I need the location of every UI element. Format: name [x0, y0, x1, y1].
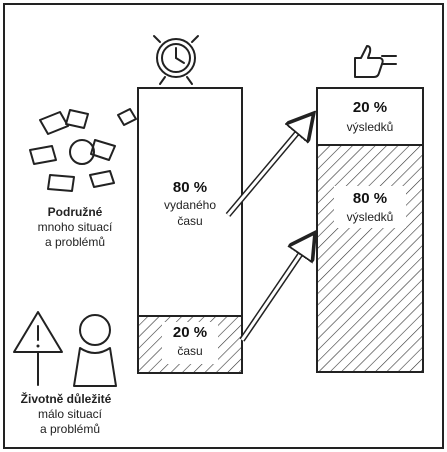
arrow [226, 120, 308, 216]
label-line: mnoho situací [38, 220, 113, 234]
arrow [240, 240, 310, 341]
warning-person-illustration [13, 311, 117, 387]
right-bottom-value: 80 % [353, 190, 387, 207]
label-title: Podružné [48, 205, 103, 219]
right-bar-hatched [316, 144, 424, 373]
label-line: a problémů [45, 235, 105, 249]
thumbs-up-icon [354, 45, 397, 78]
label-line: a problémů [40, 422, 100, 436]
left-top-value: 80 % [173, 179, 207, 196]
label-title: Životně důležité [21, 391, 112, 406]
right-bottom-line: výsledků [347, 210, 394, 224]
papers-illustration [29, 108, 137, 192]
left-bottom-line: času [177, 344, 202, 358]
left-top-line: času [177, 214, 202, 228]
label-line: málo situací [38, 407, 103, 421]
left-bottom-value: 20 % [173, 324, 207, 341]
right-top-line: výsledků [347, 120, 394, 134]
right-top-value: 20 % [353, 99, 387, 116]
label-bg [334, 186, 406, 228]
label-bg [162, 322, 218, 364]
left-top-line: vydaného [164, 198, 216, 212]
clock-icon [153, 35, 199, 85]
